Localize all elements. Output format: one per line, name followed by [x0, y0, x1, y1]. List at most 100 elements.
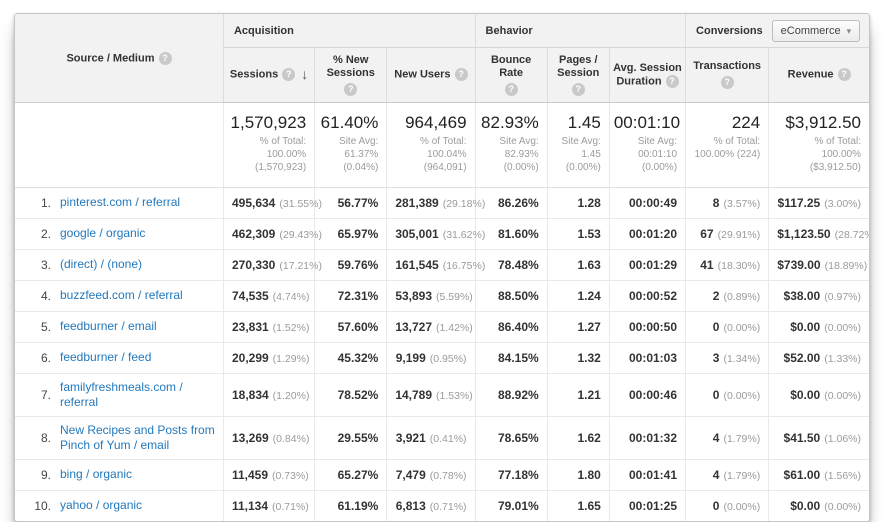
revenue-value: $38.00 [783, 289, 821, 303]
help-icon[interactable]: ? [504, 82, 518, 96]
source-medium-link[interactable]: bing / organic [60, 467, 133, 482]
pct-new-sessions-cell: 57.60% [314, 311, 387, 343]
column-header-source-medium[interactable]: Source / Medium? [15, 14, 224, 103]
bounce-rate-value: 86.26% [498, 196, 539, 210]
transactions-pct: (1.79%) [723, 433, 761, 445]
bounce-rate-cell: 81.60% [474, 218, 548, 250]
sessions-header-label: Sessions [229, 68, 279, 81]
pages-session-value: 1.63 [577, 258, 601, 272]
transactions-pct: (1.79%) [723, 470, 761, 482]
row-rank: 8. [40, 431, 51, 445]
revenue-value: $52.00 [783, 351, 821, 365]
transactions-cell: 2 (0.89%) [685, 280, 769, 312]
total-pct-new-sessions-subtext: Site Avg: 61.37% (0.04%) [339, 136, 379, 173]
pages-session-value: 1.65 [577, 499, 601, 513]
source-medium-cell: 6. feedburner / feed [15, 342, 224, 374]
sort-descending-icon[interactable]: ↓ [301, 66, 309, 83]
group-conversions: Conversions eCommerce ▾ [685, 14, 869, 48]
transactions-cell: 3 (1.34%) [685, 342, 769, 374]
source-medium-link[interactable]: yahoo / organic [60, 498, 143, 513]
source-medium-link[interactable]: google / organic [60, 226, 146, 241]
avg-duration-cell: 00:01:41 [608, 459, 686, 491]
avg-duration-cell: 00:00:49 [608, 187, 686, 219]
help-icon[interactable]: ? [454, 68, 468, 82]
revenue-cell: $0.00 (0.00%) [768, 311, 869, 343]
column-header-transactions[interactable]: Transactions? [685, 47, 769, 103]
transactions-pct: (0.00%) [723, 390, 761, 402]
avg-duration-value: 00:01:41 [628, 468, 678, 482]
bounce-rate-cell: 78.48% [474, 249, 548, 281]
pct-new-sessions-cell: 72.31% [314, 280, 387, 312]
avg-duration-value: 00:01:29 [628, 258, 678, 272]
source-medium-link[interactable]: pinterest.com / referral [60, 195, 181, 210]
metric-header-row: Sessions? ↓ % New Sessions? New Users? Bo… [15, 47, 869, 103]
avg-duration-cell: 00:00:50 [608, 311, 686, 343]
column-header-bounce-rate[interactable]: Bounce Rate? [474, 47, 548, 103]
pct-new-sessions-cell: 65.97% [314, 218, 387, 250]
avg-duration-value: 00:01:03 [628, 351, 678, 365]
ecommerce-dropdown[interactable]: eCommerce ▾ [771, 19, 861, 42]
help-icon[interactable]: ? [158, 51, 172, 65]
revenue-cell: $0.00 (0.00%) [768, 490, 869, 521]
column-header-pages-session[interactable]: Pages / Session? [546, 47, 610, 103]
new-users-value: 13,727 [395, 320, 433, 334]
source-medium-link[interactable]: New Recipes and Posts from Pinch of Yum … [60, 423, 215, 452]
column-header-revenue[interactable]: Revenue? [768, 47, 869, 103]
column-header-avg-session-duration[interactable]: Avg. Session Duration? [608, 47, 686, 103]
bounce-rate-value: 84.15% [498, 351, 539, 365]
new-users-value: 14,789 [395, 388, 433, 402]
help-icon[interactable]: ? [665, 74, 679, 88]
pages-session-value: 1.53 [577, 227, 601, 241]
column-header-sessions[interactable]: Sessions? ↓ [222, 47, 315, 103]
avg-session-duration-header-label: Avg. Session Duration [613, 61, 682, 88]
sessions-cell: 74,535 (4.74%) [222, 280, 315, 312]
revenue-pct: (3.00%) [824, 198, 861, 210]
source-medium-link[interactable]: (direct) / (none) [60, 257, 143, 272]
help-icon[interactable]: ? [720, 76, 734, 90]
group-header-row: Source / Medium? Acquisition Behavior Co… [15, 14, 869, 103]
revenue-pct: (0.00%) [824, 322, 861, 334]
help-icon[interactable]: ? [344, 82, 358, 96]
pct-new-sessions-cell: 78.52% [314, 373, 387, 417]
source-medium-link[interactable]: familyfreshmeals.com / referral [60, 380, 183, 409]
source-medium-link[interactable]: buzzfeed.com / referral [60, 288, 183, 303]
pages-session-cell: 1.53 [546, 218, 610, 250]
transactions-cell: 67 (29.91%) [685, 218, 769, 250]
avg-duration-cell: 00:01:32 [608, 416, 686, 460]
pages-session-cell: 1.32 [546, 342, 610, 374]
revenue-pct: (1.06%) [824, 433, 861, 445]
help-icon[interactable]: ? [282, 68, 296, 82]
bounce-rate-value: 79.01% [498, 499, 539, 513]
bounce-rate-cell: 84.15% [474, 342, 548, 374]
source-medium-link[interactable]: feedburner / feed [60, 350, 152, 365]
pages-session-cell: 1.62 [546, 416, 610, 460]
transactions-pct: (3.57%) [723, 198, 761, 210]
source-medium-link[interactable]: feedburner / email [60, 319, 157, 334]
column-header-pct-new-sessions[interactable]: % New Sessions? [314, 47, 387, 103]
bounce-rate-cell: 88.92% [474, 373, 548, 417]
pages-session-cell: 1.21 [546, 373, 610, 417]
table-row: 1. pinterest.com / referral 495,634 (31.55%… [15, 187, 869, 219]
help-icon[interactable]: ? [837, 68, 851, 82]
sessions-value: 495,634 [231, 196, 276, 210]
pages-session-cell: 1.65 [546, 490, 610, 521]
avg-duration-value: 00:01:25 [628, 499, 678, 513]
sessions-value: 23,831 [231, 320, 269, 334]
pct-new-sessions-value: 57.60% [337, 320, 379, 334]
revenue-cell: $38.00 (0.97%) [768, 280, 869, 312]
column-header-new-users[interactable]: New Users? [386, 47, 476, 103]
revenue-pct: (18.89%) [824, 260, 868, 272]
new-users-value: 6,813 [395, 499, 426, 513]
revenue-cell: $41.50 (1.06%) [768, 416, 869, 460]
row-rank: 10. [34, 498, 51, 513]
help-icon[interactable]: ? [571, 82, 585, 96]
source-medium-table: Source / Medium? Acquisition Behavior Co… [15, 14, 869, 521]
sessions-pct: (0.73%) [272, 470, 309, 482]
total-transactions-value: 224 [731, 113, 761, 132]
new-users-value: 281,389 [395, 196, 439, 210]
pages-session-cell: 1.63 [546, 249, 610, 281]
table-row: 5. feedburner / email 23,831 (1.52%) 57.60% 1… [15, 311, 869, 343]
avg-duration-cell: 00:01:29 [608, 249, 686, 281]
total-avg-duration-value: 00:01:10 [613, 113, 681, 132]
source-medium-cell: 2. google / organic [15, 218, 224, 250]
